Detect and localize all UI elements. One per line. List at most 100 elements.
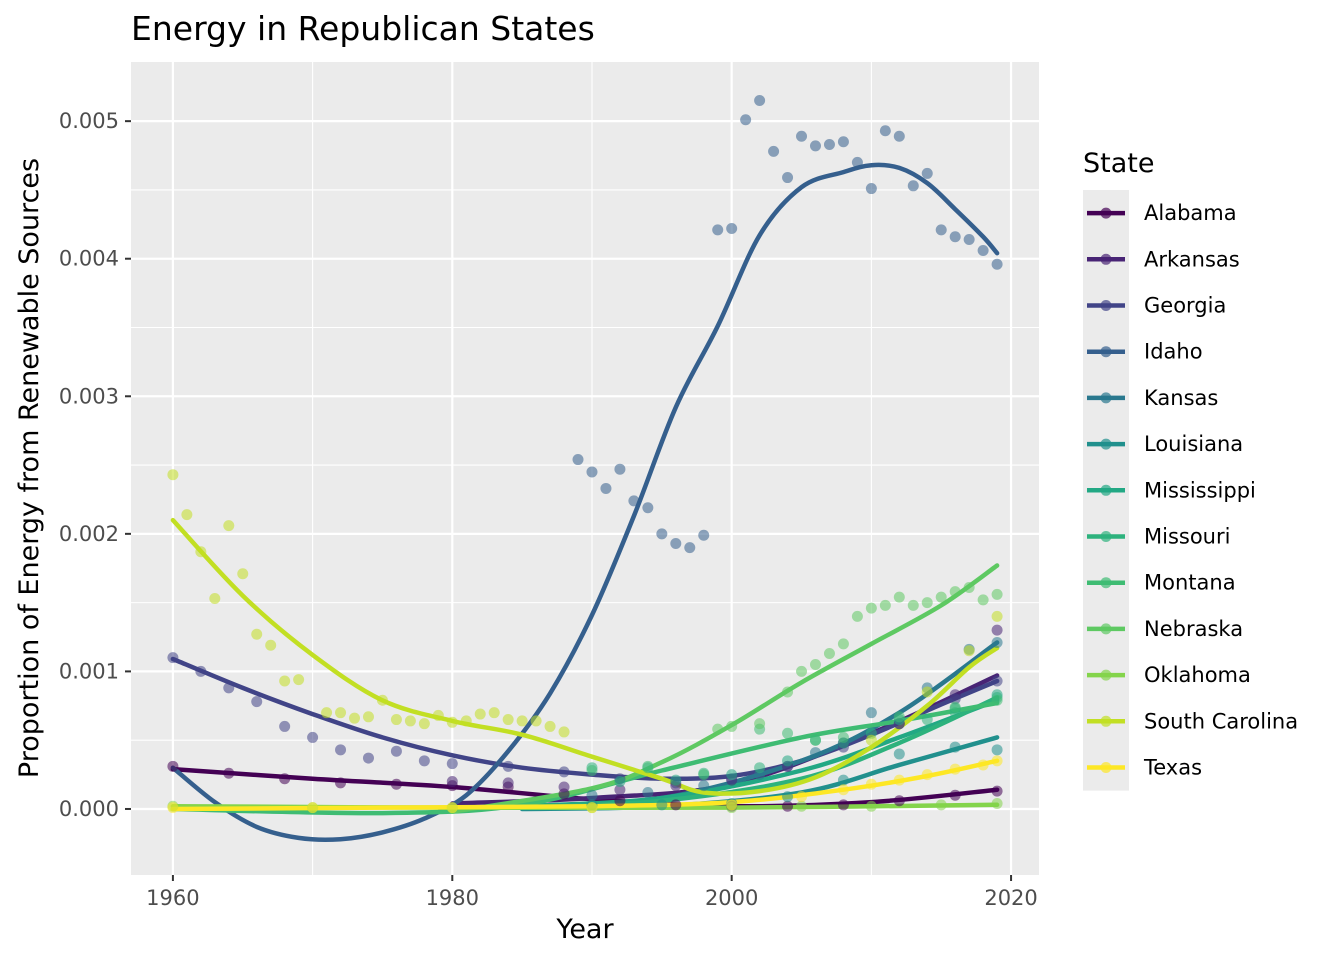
data-point-nebraska xyxy=(712,723,724,735)
legend-key-point-nebraska xyxy=(1100,623,1112,635)
y-tick-label: 0.003 xyxy=(59,384,119,408)
data-point-idaho xyxy=(837,136,849,148)
data-point-arkansas xyxy=(614,784,626,796)
data-point-south-carolina xyxy=(991,610,1003,622)
data-point-south-carolina xyxy=(474,708,486,720)
data-point-nebraska xyxy=(837,638,849,650)
legend-key-point-missouri xyxy=(1100,531,1112,542)
data-point-texas xyxy=(921,769,933,781)
data-point-nebraska xyxy=(949,586,961,598)
data-point-mississippi xyxy=(670,774,682,786)
data-point-georgia xyxy=(502,760,514,772)
data-point-idaho xyxy=(823,139,835,151)
data-point-alabama xyxy=(335,777,347,789)
legend-key-point-idaho xyxy=(1100,346,1112,358)
data-point-montana xyxy=(698,769,710,781)
data-point-nebraska xyxy=(921,597,933,609)
data-point-south-carolina xyxy=(418,718,430,730)
data-point-georgia xyxy=(362,752,374,764)
data-point-south-carolina xyxy=(544,720,556,732)
data-point-oklahoma xyxy=(865,800,877,812)
data-point-south-carolina xyxy=(293,674,305,686)
data-point-montana xyxy=(893,711,905,723)
data-point-nebraska xyxy=(726,720,738,732)
data-point-texas xyxy=(167,802,179,814)
data-point-idaho xyxy=(991,258,1003,270)
data-point-idaho xyxy=(586,466,598,478)
data-point-idaho xyxy=(642,502,654,514)
data-point-south-carolina xyxy=(865,734,877,746)
data-point-arkansas xyxy=(502,777,514,789)
legend-label-south-carolina: South Carolina xyxy=(1144,709,1298,733)
data-point-nebraska xyxy=(963,581,975,593)
trend-line-idaho xyxy=(170,162,1000,843)
data-point-georgia xyxy=(251,696,263,708)
grid xyxy=(131,62,1039,875)
x-tick-label: 1960 xyxy=(146,886,199,910)
data-point-idaho xyxy=(865,183,877,195)
data-point-idaho xyxy=(921,167,933,179)
data-point-south-carolina xyxy=(404,715,416,727)
data-point-idaho xyxy=(782,172,794,184)
data-point-louisiana xyxy=(893,748,905,760)
data-point-texas xyxy=(446,802,458,814)
trend-line-nebraska xyxy=(450,563,1000,814)
data-point-south-carolina xyxy=(432,709,444,721)
data-point-montana xyxy=(642,760,654,772)
data-point-idaho xyxy=(572,454,584,466)
data-point-south-carolina xyxy=(488,707,500,719)
data-point-texas xyxy=(726,799,738,811)
y-axis-title: Proportion of Energy from Renewable Sour… xyxy=(14,158,45,778)
data-point-idaho xyxy=(754,95,766,107)
data-point-idaho xyxy=(600,482,612,494)
data-point-idaho xyxy=(628,495,640,507)
data-point-nebraska xyxy=(893,591,905,603)
data-point-kansas xyxy=(809,747,821,759)
data-point-south-carolina xyxy=(349,712,361,724)
data-point-nebraska xyxy=(782,686,794,698)
data-point-south-carolina xyxy=(321,707,333,719)
data-point-alabama xyxy=(991,785,1003,797)
data-point-south-carolina xyxy=(502,714,514,726)
data-point-idaho xyxy=(656,528,668,540)
data-point-missouri xyxy=(921,714,933,726)
data-point-texas xyxy=(991,755,1003,767)
legend-label-oklahoma: Oklahoma xyxy=(1144,663,1251,687)
data-point-texas xyxy=(949,763,961,775)
chart-title: Energy in Republican States xyxy=(131,9,595,48)
legend-key-point-montana xyxy=(1100,577,1112,589)
data-point-south-carolina xyxy=(251,628,263,640)
data-point-nebraska xyxy=(879,599,891,611)
axes: 1960 1980 2000 2020 0.000 0.001 0.002 0.003 0.00… xyxy=(59,109,1038,910)
data-point-montana xyxy=(991,694,1003,706)
data-point-georgia xyxy=(446,758,458,770)
data-point-south-carolina xyxy=(195,546,207,558)
data-point-south-carolina xyxy=(209,592,221,604)
data-point-south-carolina xyxy=(530,715,542,727)
data-point-arkansas xyxy=(991,624,1003,636)
legend-label-alabama: Alabama xyxy=(1144,201,1237,225)
data-point-georgia xyxy=(167,652,179,664)
legend-label-missouri: Missouri xyxy=(1144,525,1230,549)
x-tick-label: 1980 xyxy=(426,886,479,910)
data-point-georgia xyxy=(307,731,319,743)
data-point-idaho xyxy=(963,233,975,245)
data-point-south-carolina xyxy=(516,715,528,727)
data-point-alabama xyxy=(223,767,235,779)
data-point-nebraska xyxy=(935,591,947,603)
data-point-nebraska xyxy=(991,588,1003,600)
legend-key-point-arkansas xyxy=(1100,253,1112,265)
data-point-south-carolina xyxy=(376,694,388,706)
legend-label-texas: Texas xyxy=(1143,756,1202,780)
data-point-alabama xyxy=(782,800,794,812)
data-point-texas xyxy=(796,791,808,803)
data-point-oklahoma xyxy=(991,797,1003,809)
data-point-south-carolina xyxy=(223,520,235,532)
legend-label-mississippi: Mississippi xyxy=(1144,478,1256,502)
data-point-idaho xyxy=(726,222,738,234)
data-point-arkansas xyxy=(446,775,458,787)
y-tick-label: 0.001 xyxy=(59,659,119,683)
data-point-montana xyxy=(782,727,794,739)
data-point-alabama xyxy=(670,799,682,811)
